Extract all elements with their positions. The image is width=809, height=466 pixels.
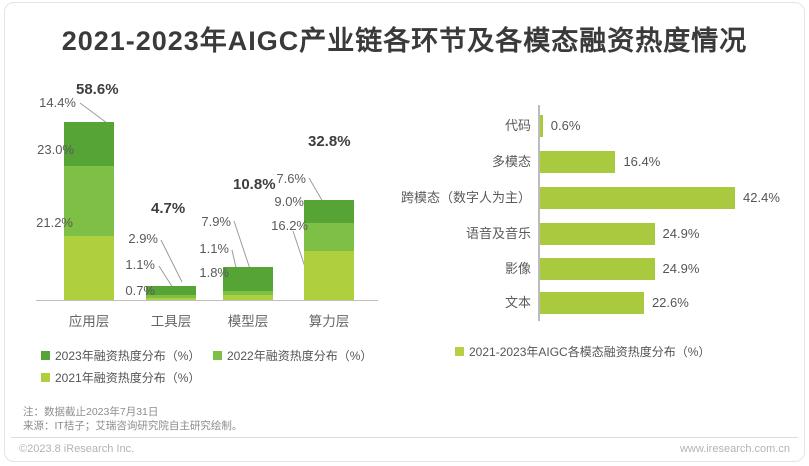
footer-website: www.iresearch.com.cn (679, 443, 790, 455)
legend-item-2023: 2023年融资热度分布（%） (41, 347, 200, 364)
report-card: 2021-2023年AIGC产业链各环节及各模态融资热度情况 58.6% 14.4… (4, 2, 805, 462)
value-label-文本: 22.6% (651, 295, 689, 310)
note-source: 来源：IT桔子；艾瑞咨询研究院自主研究绘制。 (23, 420, 243, 432)
value-label-模型层: 7.9% (201, 214, 231, 229)
value-label-应用层: 14.4% (39, 95, 76, 110)
bar-文本 (540, 292, 644, 314)
bar-segment-应用层-2021年融资热度分布（%） (64, 235, 114, 300)
value-label-语音及音乐: 24.9% (662, 226, 700, 241)
bar-segment-模型层-2022年融资热度分布（%） (223, 291, 273, 295)
legend-swatch-2022 (213, 351, 222, 360)
legend-item-2022: 2022年融资热度分布（%） (213, 347, 372, 364)
value-label-影像: 24.9% (662, 261, 700, 276)
bar-segment-工具层-2023年融资热度分布（%） (146, 285, 196, 295)
value-label-应用层: 23.0% (37, 142, 74, 157)
legend-swatch-2023 (41, 351, 50, 360)
category-label-文本: 文本 (504, 295, 531, 310)
total-label-算力层: 32.8% (308, 133, 351, 150)
category-label-应用层: 应用层 (68, 314, 110, 329)
category-label-工具层: 工具层 (150, 314, 192, 329)
legend-item-2021: 2021年融资热度分布（%） (41, 369, 200, 386)
y-axis-line (538, 105, 540, 321)
category-label-影像: 影像 (504, 261, 531, 276)
bar-影像 (540, 258, 655, 280)
bar-segment-应用层-2022年融资热度分布（%） (64, 165, 114, 236)
value-label-跨模态（数字人为主）: 42.4% (743, 190, 780, 205)
legend-label-2021: 2021年融资热度分布（%） (55, 371, 201, 385)
legend-swatch-modality (455, 347, 464, 356)
value-label-工具层: 0.7% (125, 283, 155, 298)
legend-label-modality: 2021-2023年AIGC各模态融资热度分布（%） (469, 345, 711, 359)
value-label-工具层: 1.1% (125, 257, 155, 272)
bar-多模态 (540, 151, 616, 173)
bar-跨模态（数字人为主） (540, 187, 736, 209)
value-label-模型层: 1.1% (199, 241, 229, 256)
value-label-模型层: 1.8% (199, 265, 229, 280)
value-label-应用层: 21.2% (36, 215, 73, 230)
value-label-代码: 0.6% (550, 118, 581, 133)
value-label-算力层: 7.6% (276, 171, 306, 186)
bar-代码 (540, 115, 543, 137)
industry-chain-stacked-bar-chart: 58.6% 14.4% 23.0% 21.2% 应用层 4.7% 2.9% 1.1% 0.7% 工… (36, 78, 396, 333)
legend-item-modality: 2021-2023年AIGC各模态融资热度分布（%） (455, 343, 710, 360)
bar-segment-模型层-2021年融资热度分布（%） (223, 294, 273, 300)
legend-label-2023: 2023年融资热度分布（%） (55, 349, 201, 363)
legend-label-2022: 2022年融资热度分布（%） (227, 349, 373, 363)
footer-divider (11, 437, 798, 438)
total-label-工具层: 4.7% (151, 200, 186, 217)
total-label-模型层: 10.8% (233, 176, 276, 193)
note-data-cutoff: 注：数据截止2023年7月31日 (23, 406, 159, 418)
value-label-多模态: 16.4% (623, 154, 661, 169)
total-label-应用层: 58.6% (76, 81, 119, 98)
category-label-模型层: 模型层 (227, 314, 269, 329)
modality-horizontal-bar-chart: 代码 0.6% 多模态 16.4% 跨模态（数字人为主） 42.4% 语音及音乐 24.9% 影… (399, 103, 799, 328)
category-label-多模态: 多模态 (491, 154, 531, 169)
legend-swatch-2021 (41, 373, 50, 382)
value-label-算力层: 9.0% (274, 194, 304, 209)
bar-segment-算力层-2021年融资热度分布（%） (304, 250, 354, 300)
bar-segment-算力层-2022年融资热度分布（%） (304, 223, 354, 251)
footer-copyright: ©2023.8 iResearch Inc. (19, 443, 135, 455)
value-label-工具层: 2.9% (128, 231, 158, 246)
value-label-算力层: 16.2% (271, 218, 308, 233)
category-label-代码: 代码 (504, 118, 531, 133)
bar-segment-应用层-2023年融资热度分布（%） (64, 121, 114, 166)
bar-segment-工具层-2022年融资热度分布（%） (146, 294, 196, 298)
category-label-算力层: 算力层 (308, 314, 350, 329)
category-label-语音及音乐: 语音及音乐 (465, 226, 531, 241)
bar-语音及音乐 (540, 223, 655, 245)
category-label-跨模态（数字人为主）: 跨模态（数字人为主） (400, 190, 531, 205)
x-axis-line (36, 300, 378, 301)
bar-segment-算力层-2023年融资热度分布（%） (304, 200, 354, 224)
bar-segment-工具层-2021年融资热度分布（%） (146, 297, 196, 300)
page-title: 2021-2023年AIGC产业链各环节及各模态融资热度情况 (61, 26, 748, 56)
bar-segment-模型层-2023年融资热度分布（%） (223, 267, 273, 292)
